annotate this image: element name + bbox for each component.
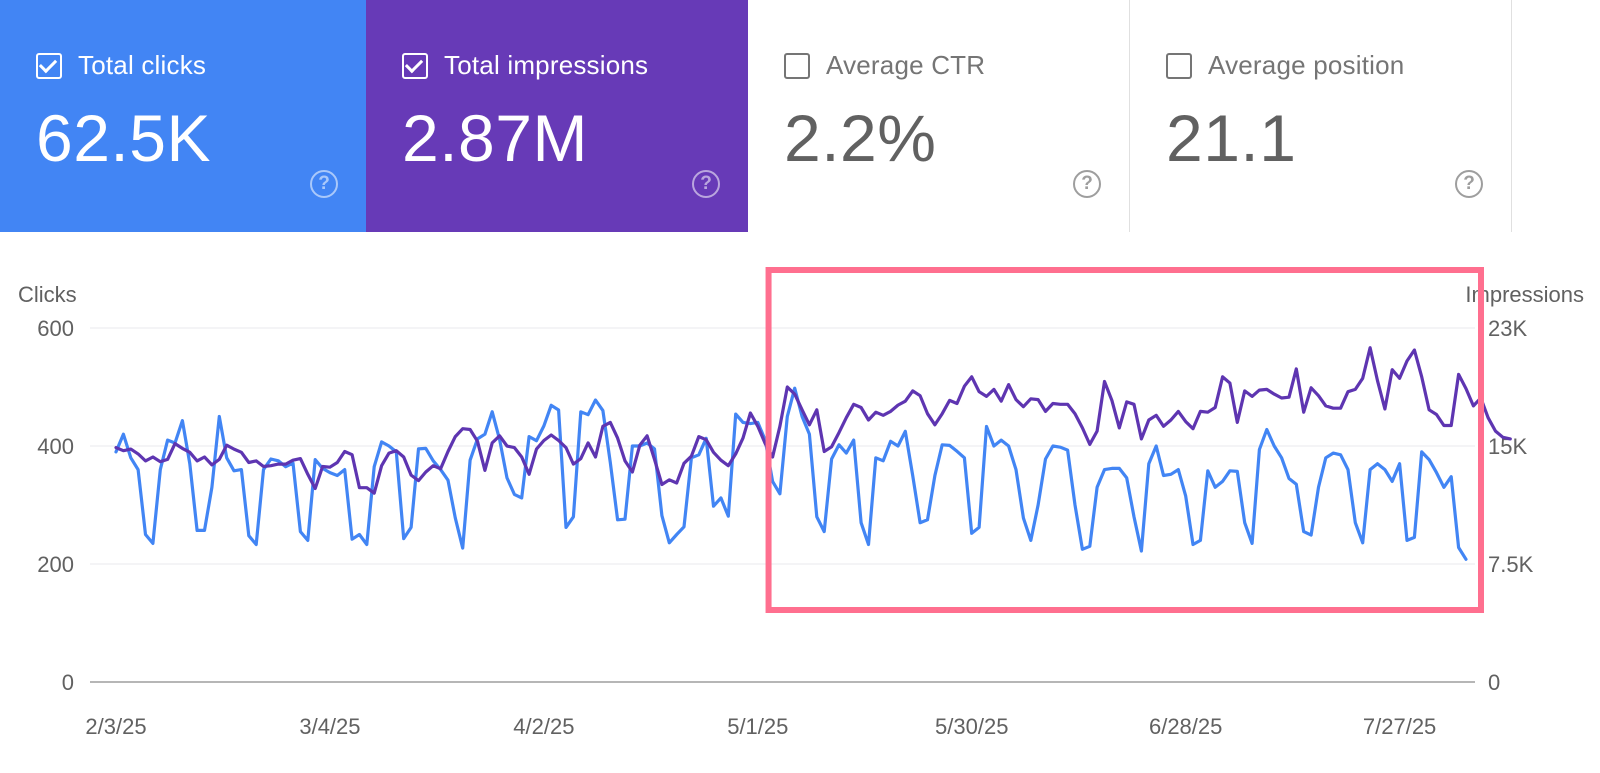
total-impressions-value: 2.87M: [402, 101, 588, 175]
x-tick-label: 3/4/25: [299, 714, 360, 739]
total-impressions-header: Total impressions: [402, 50, 648, 81]
average-ctr-checkbox[interactable]: [784, 52, 810, 79]
left-tick-label: 600: [37, 316, 74, 341]
performance-chart: 0 200 400 600 0 7.5K 15K 23K Clicks Impressions 2/…: [0, 232, 1600, 768]
right-tick-label: 23K: [1488, 316, 1527, 341]
left-tick-label: 200: [37, 552, 74, 577]
total-clicks-label: Total clicks: [78, 50, 207, 80]
metric-cards: Total clicks 62.5K ? Total impressions 2…: [0, 0, 1540, 232]
left-axis-title: Clicks: [18, 282, 77, 307]
total-clicks-card[interactable]: Total clicks 62.5K ?: [0, 0, 366, 232]
average-ctr-header: Average CTR: [784, 50, 985, 81]
total-clicks-header: Total clicks: [36, 50, 206, 81]
right-tick-label: 7.5K: [1488, 552, 1534, 577]
x-tick-label: 7/27/25: [1363, 714, 1436, 739]
help-icon[interactable]: ?: [692, 170, 720, 198]
average-position-label: Average position: [1208, 50, 1405, 80]
left-tick-label: 0: [62, 670, 74, 695]
total-impressions-label: Total impressions: [444, 50, 649, 80]
average-position-card[interactable]: Average position 21.1 ?: [1130, 0, 1512, 232]
x-tick-label: 6/28/25: [1149, 714, 1222, 739]
total-clicks-value: 62.5K: [36, 101, 211, 175]
highlight-box: [765, 267, 1484, 613]
average-ctr-label: Average CTR: [826, 50, 986, 80]
average-position-value: 21.1: [1166, 101, 1297, 175]
average-position-header: Average position: [1166, 50, 1404, 81]
x-tick-label: 4/2/25: [513, 714, 574, 739]
left-tick-label: 400: [37, 434, 74, 459]
average-position-checkbox[interactable]: [1166, 52, 1192, 79]
checkmark-icon: [404, 54, 424, 73]
right-axis-title: Impressions: [1465, 282, 1584, 307]
clicks-series-line: [114, 386, 1468, 561]
total-impressions-checkbox[interactable]: [402, 52, 428, 79]
x-tick-label: 2/3/25: [85, 714, 146, 739]
help-icon[interactable]: ?: [1455, 170, 1483, 198]
x-tick-label: 5/30/25: [935, 714, 1008, 739]
help-icon[interactable]: ?: [1073, 170, 1101, 198]
impressions-series-line: [114, 346, 1512, 495]
average-ctr-value: 2.2%: [784, 101, 937, 175]
average-ctr-card[interactable]: Average CTR 2.2% ?: [748, 0, 1130, 232]
right-tick-label: 0: [1488, 670, 1500, 695]
total-impressions-card[interactable]: Total impressions 2.87M ?: [366, 0, 748, 232]
checkmark-icon: [38, 54, 58, 73]
help-icon[interactable]: ?: [310, 170, 338, 198]
total-clicks-checkbox[interactable]: [36, 52, 62, 79]
x-tick-label: 5/1/25: [727, 714, 788, 739]
